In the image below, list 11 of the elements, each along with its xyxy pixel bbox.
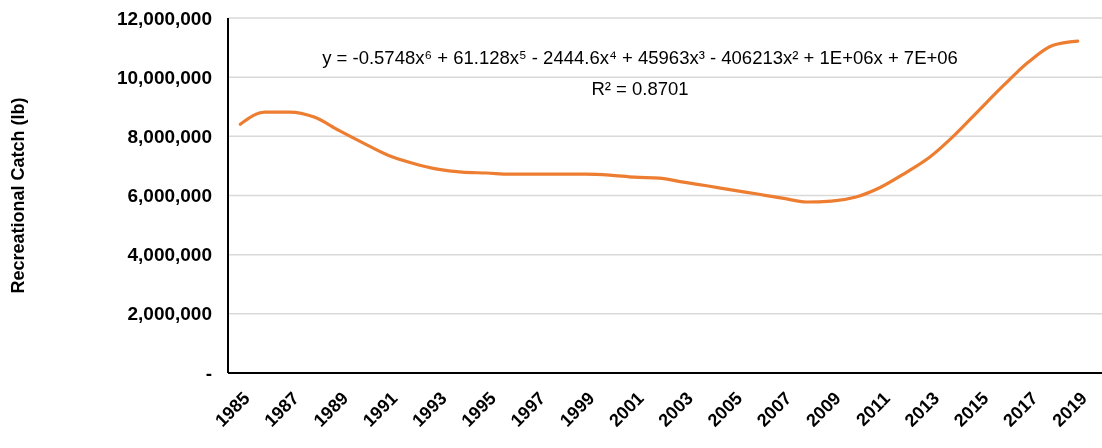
line-series <box>238 39 1080 204</box>
y-tick-label: - <box>205 362 212 384</box>
y-tick-label: 4,000,000 <box>127 244 212 266</box>
y-tick-label: 12,000,000 <box>116 7 212 29</box>
annotation: R² = 0.8701 <box>591 78 689 99</box>
y-tick-label: 6,000,000 <box>127 185 212 207</box>
y-tick-label: 2,000,000 <box>127 303 212 325</box>
y-tick-label: 8,000,000 <box>127 125 212 147</box>
y-tick-label: 10,000,000 <box>116 66 212 88</box>
annotation: y = -0.5748x⁶ + 61.128x⁵ - 2444.6x⁴ + 45963x³ - 406213x² + 1E+06x + 7E+06 <box>322 47 958 68</box>
y-axis-title: Recreational Catch (lb) <box>8 97 28 294</box>
